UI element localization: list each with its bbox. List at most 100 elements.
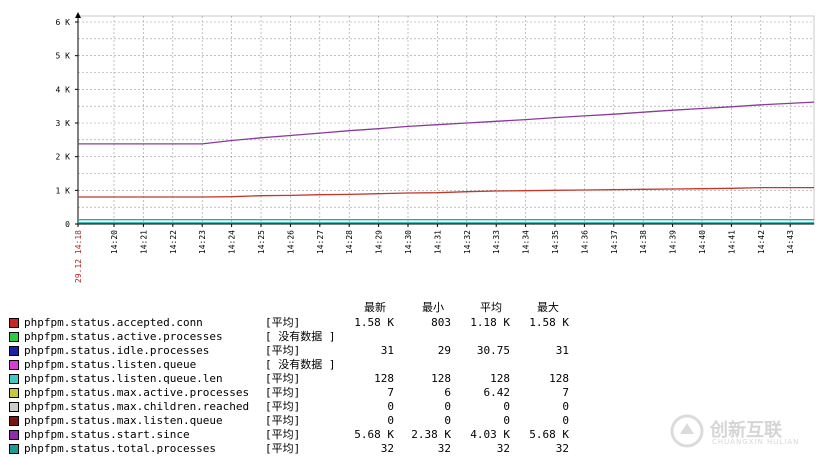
legend-min-value: 2.38 K (411, 428, 451, 441)
legend-series-name: phpfpm.status.listen.queue (24, 358, 197, 371)
legend-swatch (9, 346, 19, 356)
legend-last-value: 128 (374, 372, 394, 385)
legend-function: [平均] (265, 316, 301, 329)
legend-avg-value: 30.75 (476, 344, 510, 357)
y-tick-label: 4 K (56, 85, 71, 94)
x-tick-label: 14:35 (551, 230, 560, 254)
legend-last-value: 0 (387, 400, 394, 413)
legend-swatch (9, 416, 19, 426)
x-tick-label: 14:42 (757, 230, 766, 254)
x-tick-label: 14:26 (286, 230, 295, 254)
legend-last-value: 7 (387, 386, 394, 399)
legend-last-value: 1.58 K (354, 316, 394, 329)
legend-series-name: phpfpm.status.active.processes (24, 330, 223, 343)
legend-row: phpfpm.status.max.active.processes [平均] 7 6… (0, 386, 600, 400)
legend-swatch (9, 360, 19, 370)
x-tick-label: 14:32 (463, 230, 472, 254)
legend-function: [平均] (265, 386, 301, 399)
legend-function: [平均] (265, 344, 301, 357)
x-tick-label: 14:37 (610, 230, 619, 254)
x-tick-label: 14:41 (727, 230, 736, 254)
y-axis-arrow (75, 12, 81, 18)
legend-avg-value: 0 (503, 414, 510, 427)
legend-header-max: 最大 (537, 301, 559, 314)
legend-swatch (9, 388, 19, 398)
x-tick-label: 14:29 (375, 230, 384, 254)
legend-header-last: 最新 (364, 301, 386, 314)
legend-min-value: 128 (431, 372, 451, 385)
legend-function: [ 没有数据 ] (265, 358, 336, 371)
legend-swatch (9, 318, 19, 328)
legend-max-value: 5.68 K (529, 428, 569, 441)
series-lines (78, 101, 815, 224)
legend-function: [平均] (265, 442, 301, 455)
legend-row: phpfpm.status.total.processes [平均] 32 32 32 3… (0, 442, 600, 456)
y-tick-label: 0 (65, 220, 70, 229)
legend-row: phpfpm.status.max.listen.queue [平均] 0 0 0 0 (0, 414, 600, 428)
legend-max-value: 31 (555, 344, 569, 357)
x-tick-label: 29.12 14:18 (74, 230, 83, 283)
legend-series-name: phpfpm.status.accepted.conn (24, 316, 203, 329)
logo-icon (670, 414, 704, 448)
legend-last-value: 5.68 K (354, 428, 394, 441)
legend-swatch (9, 374, 19, 384)
legend-function: [平均] (265, 372, 301, 385)
legend-header-min: 最小 (422, 301, 444, 314)
y-tick-label: 5 K (56, 52, 71, 61)
watermark-subtext: CHUANGXIN HULIAN (712, 438, 800, 446)
legend-function: [ 没有数据 ] (265, 330, 336, 343)
legend-series-name: phpfpm.status.max.active.processes (24, 386, 250, 399)
legend-avg-value: 128 (490, 372, 510, 385)
legend-last-value: 0 (387, 414, 394, 427)
legend-avg-value: 6.42 (483, 386, 511, 399)
legend-row: phpfpm.status.accepted.conn [平均] 1.58 K 803… (0, 316, 600, 330)
x-tick-label: 14:40 (698, 230, 707, 254)
legend-function: [平均] (265, 414, 301, 427)
x-tick-label: 14:25 (257, 230, 266, 254)
legend-min-value: 803 (431, 316, 451, 329)
x-tick-label: 14:36 (580, 230, 589, 254)
legend-avg-value: 1.18 K (470, 316, 510, 329)
legend-row: phpfpm.status.max.children.reached [平均] 0 0… (0, 400, 600, 414)
legend-swatch (9, 402, 19, 412)
y-axis-ticks: 0 1 K 2 K 3 K 4 K 5 K 6 K (56, 18, 78, 229)
legend-min-value: 0 (444, 414, 451, 427)
x-tick-label: 14:21 (139, 230, 148, 254)
legend-avg-value: 4.03 K (470, 428, 510, 441)
y-tick-label: 2 K (56, 153, 71, 162)
legend-max-value: 0 (562, 414, 569, 427)
legend-swatch (9, 332, 19, 342)
legend-series-name: phpfpm.status.total.processes (24, 442, 217, 455)
legend-header-avg: 平均 (480, 301, 502, 314)
legend-row: phpfpm.status.listen.queue [ 没有数据 ] (0, 358, 600, 372)
y-tick-label: 6 K (56, 18, 71, 27)
legend-max-value: 1.58 K (529, 316, 569, 329)
legend-last-value: 32 (380, 442, 394, 455)
legend-max-value: 0 (562, 400, 569, 413)
x-tick-label: 14:33 (492, 230, 501, 254)
legend-swatch (9, 444, 19, 454)
series-line (78, 186, 814, 198)
x-tick-label: 14:23 (198, 230, 207, 254)
chart: 0 1 K 2 K 3 K 4 K 5 K 6 K 29.12 14:18 14:20 14:2… (56, 12, 815, 283)
legend-min-value: 6 (444, 386, 451, 399)
legend-last-value: 31 (380, 344, 394, 357)
x-tick-label: 14:39 (669, 230, 678, 254)
legend-row: phpfpm.status.listen.queue.len [平均] 128 128… (0, 372, 600, 386)
legend-avg-value: 32 (496, 442, 510, 455)
x-tick-label: 14:20 (110, 230, 119, 254)
watermark-text: 创新互联 (710, 420, 782, 441)
x-tick-label: 14:27 (316, 230, 325, 254)
x-tick-label: 14:34 (522, 230, 531, 254)
legend-min-value: 32 (437, 442, 451, 455)
legend-series-name: phpfpm.status.start.since (24, 428, 190, 441)
legend-swatch (9, 430, 19, 440)
legend-avg-value: 0 (503, 400, 510, 413)
legend-min-value: 29 (437, 344, 451, 357)
x-tick-label: 14:43 (786, 230, 795, 254)
legend-row: phpfpm.status.idle.processes [平均] 31 29 30.7… (0, 344, 600, 358)
legend-max-value: 32 (555, 442, 569, 455)
legend-max-value: 7 (562, 386, 569, 399)
y-tick-label: 3 K (56, 119, 71, 128)
legend-series-name: phpfpm.status.idle.processes (24, 344, 210, 357)
